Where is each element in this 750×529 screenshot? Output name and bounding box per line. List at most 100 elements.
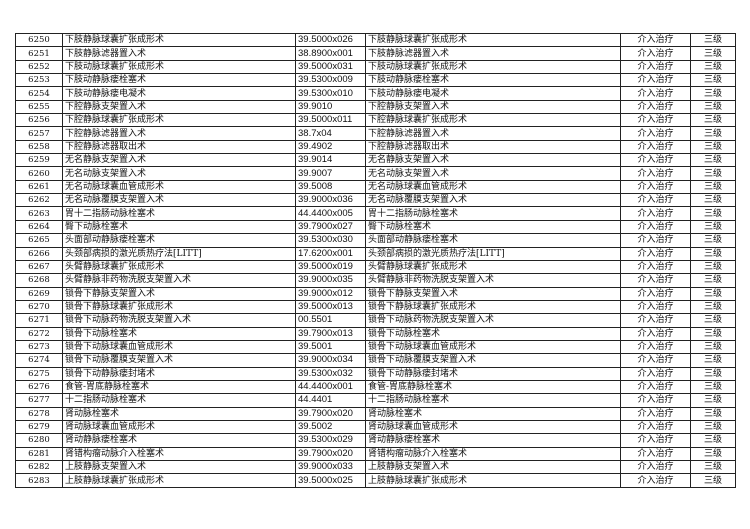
procedure-code-cell: 44.4400x005 <box>295 206 366 221</box>
level-cell: 三级 <box>690 353 736 368</box>
level-cell: 三级 <box>690 393 736 408</box>
table-row: 6253 下肢动静脉瘘栓塞术 39.5300x009 下肢动静脉瘘栓塞术 介入治疗 三级 <box>15 73 736 88</box>
row-number-cell: 6264 <box>15 219 63 235</box>
procedure-code-cell: 00.5501 <box>295 313 366 328</box>
level-cell: 三级 <box>690 473 736 488</box>
row-number-cell: 6276 <box>15 379 63 395</box>
procedure-name-cell: 臀下动脉栓塞术 <box>62 219 296 235</box>
procedure-name-alt-cell: 下肢动静脉瘘电凝术 <box>365 86 621 101</box>
row-number-cell: 6256 <box>15 113 63 128</box>
procedure-name-cell: 下腔静脉球囊扩张成形术 <box>62 113 296 128</box>
row-number-cell: 6270 <box>15 299 63 315</box>
procedure-code-cell: 38.8900x001 <box>295 46 366 61</box>
row-number-cell: 6266 <box>15 246 63 261</box>
row-number-cell: 6255 <box>15 99 63 115</box>
procedure-name-alt-cell: 头面部动静脉瘘栓塞术 <box>365 233 621 248</box>
level-cell: 三级 <box>690 193 736 208</box>
level-cell: 三级 <box>690 86 736 101</box>
procedure-code-cell: 39.5000x013 <box>295 299 366 315</box>
procedure-name-cell: 锁骨下动脉球囊血管成形术 <box>62 339 296 355</box>
level-cell: 三级 <box>690 273 736 288</box>
category-cell: 介入治疗 <box>620 206 691 221</box>
row-number-cell: 6252 <box>15 59 63 75</box>
procedure-name-cell: 下腔静脉滤器置入术 <box>62 126 296 141</box>
row-number-cell: 6268 <box>15 273 63 288</box>
row-number-cell: 6272 <box>15 326 63 341</box>
category-cell: 介入治疗 <box>620 419 691 435</box>
table-row: 6263 胃十二指肠动脉栓塞术 44.4400x005 胃十二指肠动脉栓塞术 介入治疗三… <box>15 206 736 221</box>
level-cell: 三级 <box>690 299 736 315</box>
level-cell: 三级 <box>690 433 736 448</box>
table-row: 6262 无名动脉覆膜支架置入术 39.9000x036 无名动脉覆膜支架置入术 介入治… <box>15 193 736 208</box>
procedure-name-cell: 锁骨下动脉药物洗脱支架置入术 <box>62 313 296 328</box>
table-row: 6264 臀下动脉栓塞术 39.7900x027 臀下动脉栓塞术 介入治疗 三级 <box>15 219 736 235</box>
category-cell: 介入治疗 <box>620 326 691 341</box>
table-row: 6252 下肢动脉球囊扩张成形术 39.5000x031 下肢动脉球囊扩张成形术 介入治… <box>15 59 736 75</box>
procedure-name-cell: 锁骨下静脉支架置入术 <box>62 286 296 301</box>
level-cell: 三级 <box>690 233 736 248</box>
procedure-code-cell: 39.5000x025 <box>295 473 366 488</box>
category-cell: 介入治疗 <box>620 126 691 141</box>
category-cell: 介入治疗 <box>620 246 691 261</box>
procedure-code-cell: 39.5300x010 <box>295 86 366 101</box>
row-number-cell: 6277 <box>15 393 63 408</box>
category-cell: 介入治疗 <box>620 99 691 115</box>
row-number-cell: 6254 <box>15 86 63 101</box>
procedure-name-alt-cell: 头臂静脉非药物洗脱支架置入术 <box>365 273 621 288</box>
table-row: 6267 头臂静脉球囊扩张成形术 39.5000x019 头臂静脉球囊扩张成形术 介入治… <box>15 259 736 275</box>
row-number-cell: 6282 <box>15 459 63 475</box>
procedure-code-cell: 39.7900x020 <box>295 446 366 462</box>
row-number-cell: 6274 <box>15 353 63 368</box>
table-row: 6261 无名动脉球囊血管成形术 39.5008 无名动脉球囊血管成形术 介入治疗 三级 <box>15 179 736 195</box>
table-row: 6259 无名静脉支架置入术 39.9014 无名静脉支架置入术 介入治疗 三级 <box>15 153 736 168</box>
category-cell: 介入治疗 <box>620 393 691 408</box>
level-cell: 三级 <box>690 139 736 155</box>
procedure-name-cell: 锁骨下动静脉瘘封堵术 <box>62 366 296 381</box>
procedure-code-cell: 39.5300x030 <box>295 233 366 248</box>
level-cell: 三级 <box>690 113 736 128</box>
procedure-code-cell: 39.7900x013 <box>295 326 366 341</box>
table-row: 6265 头面部动静脉瘘栓塞术 39.5300x030 头面部动静脉瘘栓塞术 介入治疗三… <box>15 233 736 248</box>
procedure-name-cell: 头臂静脉非药物洗脱支架置入术 <box>62 273 296 288</box>
category-cell: 介入治疗 <box>620 259 691 275</box>
procedure-code-cell: 39.5000x026 <box>295 32 366 48</box>
procedure-name-alt-cell: 肾动脉球囊血管成形术 <box>365 419 621 435</box>
procedure-name-alt-cell: 下肢静脉球囊扩张成形术 <box>365 32 621 48</box>
level-cell: 三级 <box>690 459 736 475</box>
procedure-name-alt-cell: 下腔静脉滤器取出术 <box>365 139 621 155</box>
level-cell: 三级 <box>690 379 736 395</box>
row-number-cell: 6273 <box>15 339 63 355</box>
level-cell: 三级 <box>690 73 736 88</box>
procedure-code-cell: 39.9000x012 <box>295 286 366 301</box>
procedure-code-cell: 39.5000x019 <box>295 259 366 275</box>
level-cell: 三级 <box>690 46 736 61</box>
row-number-cell: 6265 <box>15 233 63 248</box>
level-cell: 三级 <box>690 219 736 235</box>
procedure-code-cell: 39.9007 <box>295 166 366 181</box>
procedure-name-alt-cell: 下腔静脉支架置入术 <box>365 99 621 115</box>
procedure-name-cell: 锁骨下静脉球囊扩张成形术 <box>62 299 296 315</box>
level-cell: 三级 <box>690 313 736 328</box>
procedure-code-cell: 39.5001 <box>295 339 366 355</box>
procedure-name-cell: 肾错构瘤动脉介入栓塞术 <box>62 446 296 462</box>
procedure-name-cell: 无名动脉支架置入术 <box>62 166 296 181</box>
category-cell: 介入治疗 <box>620 286 691 301</box>
procedure-code-cell: 39.5300x009 <box>295 73 366 88</box>
procedure-code-cell: 44.4401 <box>295 393 366 408</box>
procedure-code-cell: 39.5300x032 <box>295 366 366 381</box>
procedure-name-cell: 肾动脉栓塞术 <box>62 406 296 421</box>
procedure-name-cell: 下肢动静脉瘘栓塞术 <box>62 73 296 88</box>
procedure-name-alt-cell: 头臂静脉球囊扩张成形术 <box>365 259 621 275</box>
category-cell: 介入治疗 <box>620 353 691 368</box>
procedure-name-alt-cell: 锁骨下静脉球囊扩张成形术 <box>365 299 621 315</box>
category-cell: 介入治疗 <box>620 166 691 181</box>
procedure-name-cell: 下肢动静脉瘘电凝术 <box>62 86 296 101</box>
table-row: 6280 肾动静脉瘘栓塞术 39.5300x029 肾动静脉瘘栓塞术 介入治疗 三级 <box>15 433 736 448</box>
category-cell: 介入治疗 <box>620 233 691 248</box>
procedure-name-cell: 上肢静脉球囊扩张成形术 <box>62 473 296 488</box>
table-row: 6276 食管-胃底静脉栓塞术 44.4400x001 食管-胃底静脉栓塞术 介入治疗三… <box>15 379 736 395</box>
procedure-name-alt-cell: 下肢静脉滤器置入术 <box>365 46 621 61</box>
table-row: 6251 下肢静脉滤器置入术 38.8900x001 下肢静脉滤器置入术 介入治疗 三级 <box>15 46 736 61</box>
row-number-cell: 6269 <box>15 286 63 301</box>
table-row: 6254 下肢动静脉瘘电凝术 39.5300x010 下肢动静脉瘘电凝术 介入治疗 三级 <box>15 86 736 101</box>
